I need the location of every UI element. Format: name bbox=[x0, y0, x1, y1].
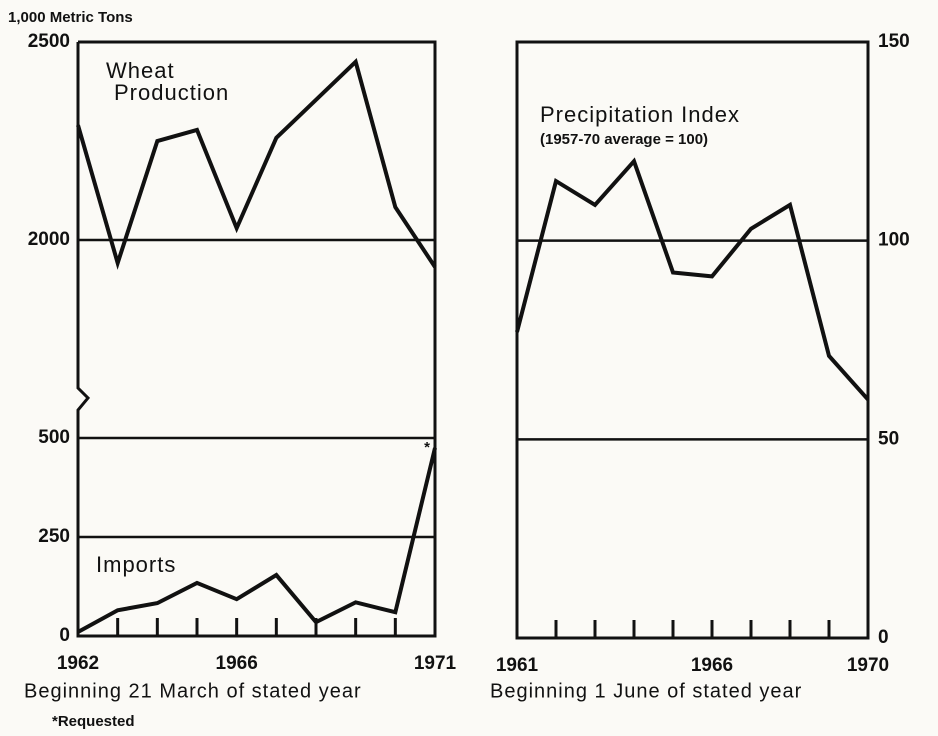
y-tick-label: 250 bbox=[38, 526, 70, 547]
series-label: Imports bbox=[96, 552, 176, 577]
data-line bbox=[515, 157, 870, 401]
x-tick-label: 1962 bbox=[57, 653, 99, 674]
x-tick-label: 1971 bbox=[414, 653, 457, 674]
y-axis-label: 1,000 Metric Tons bbox=[8, 9, 133, 26]
frame bbox=[515, 40, 870, 640]
chart-title: Precipitation Index bbox=[540, 102, 740, 127]
x-tick-label: 1970 bbox=[847, 655, 889, 676]
x-axis-label: Beginning 21 March of stated year bbox=[24, 680, 362, 702]
y-tick-label: 500 bbox=[38, 427, 70, 448]
annotation: * bbox=[424, 439, 430, 456]
x-axis-label: Beginning 1 June of stated year bbox=[490, 680, 802, 702]
data-line bbox=[77, 447, 437, 634]
y-tick-label: 0 bbox=[878, 627, 889, 648]
y-tick-label: 150 bbox=[878, 31, 910, 52]
series-label: Wheat Production bbox=[106, 58, 229, 105]
x-tick-label: 1966 bbox=[691, 655, 733, 676]
y-tick-label: 2000 bbox=[28, 229, 70, 250]
footnote: *Requested bbox=[52, 713, 135, 730]
y-tick-label: 50 bbox=[878, 428, 899, 449]
y-tick-label: 100 bbox=[878, 230, 910, 251]
x-tick-label: 1961 bbox=[496, 655, 539, 676]
y-tick-label: 2500 bbox=[28, 31, 70, 52]
chart-subtitle: (1957-70 average = 100) bbox=[540, 131, 708, 148]
frame bbox=[76, 40, 437, 638]
x-tick-label: 1966 bbox=[216, 653, 258, 674]
y-tick-label: 0 bbox=[59, 625, 70, 646]
data-line bbox=[76, 58, 437, 270]
